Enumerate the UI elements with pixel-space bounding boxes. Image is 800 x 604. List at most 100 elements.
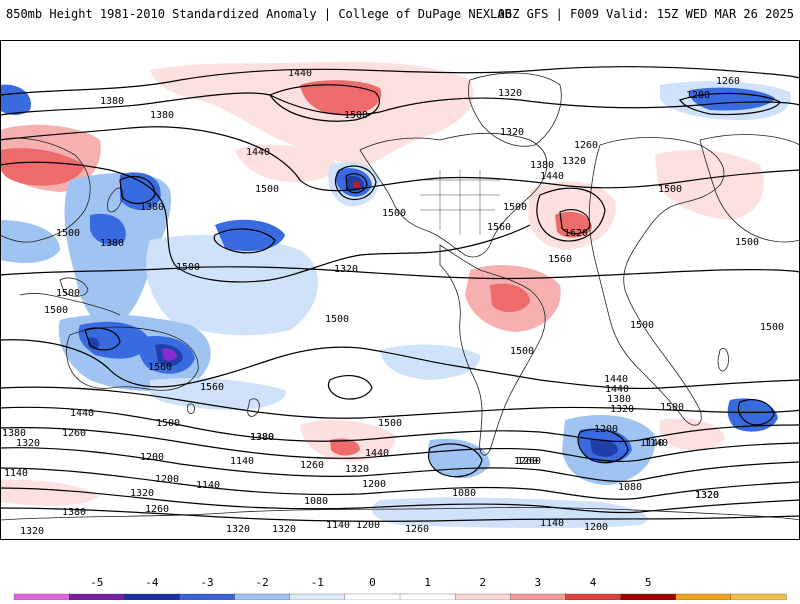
- contour-label: 1380: [100, 96, 124, 107]
- contour-line: [0, 266, 800, 280]
- contour-label: 1380: [530, 160, 554, 171]
- contour-label: 1080: [304, 496, 328, 507]
- anomaly-region: [655, 149, 764, 220]
- contour-label: 1500: [56, 288, 80, 299]
- contour-line: [0, 92, 800, 116]
- colorbar-tick-label: 1: [424, 576, 431, 589]
- contour-label: 1200: [686, 90, 710, 101]
- contour-label: 1320: [498, 88, 522, 99]
- contour-label: 1140: [326, 520, 350, 531]
- contour-label: 1200: [362, 479, 386, 490]
- colorbar-cell: [179, 593, 236, 601]
- contour-label: 1380: [607, 394, 631, 405]
- contour-line: [737, 399, 775, 426]
- contour-label: 1320: [500, 127, 524, 138]
- contour-label: 1560: [148, 362, 172, 373]
- anomaly-region: [380, 344, 481, 380]
- contour-label: 1380: [2, 428, 26, 439]
- colorbar-tick-label: 2: [479, 576, 486, 589]
- contour-label: 1320: [130, 488, 154, 499]
- anomaly-region: [689, 87, 775, 111]
- contour-label: 1500: [760, 322, 784, 333]
- contour-line: [427, 443, 483, 478]
- anomaly-region: [0, 479, 100, 506]
- contour-label: 1260: [300, 460, 324, 471]
- contour-label: 1260: [716, 76, 740, 87]
- contour-label: 1440: [288, 68, 312, 79]
- anomaly-region: [150, 61, 474, 170]
- state-borders: [420, 170, 500, 235]
- contour-label: 1440: [604, 374, 628, 385]
- contour-label: 1500: [156, 418, 180, 429]
- contour-label: 1440: [365, 448, 389, 459]
- contour-label: 1440: [246, 147, 270, 158]
- map-area: 1380 1380 1440 1500 1320 1260 1200 1260 …: [0, 40, 800, 540]
- contour-label: 1320: [16, 438, 40, 449]
- colorbar-svg: -5 -4 -3 -2 -1 0 1 2 3 4 5: [13, 576, 787, 601]
- contour-line: [0, 406, 800, 443]
- contour-label: 1200: [356, 520, 380, 531]
- colorbar-cell: [344, 593, 401, 601]
- contour-label: 1500: [503, 202, 527, 213]
- contour-label: 1620: [564, 228, 588, 239]
- contour-line: [269, 84, 380, 122]
- colorbar-cell: [399, 593, 456, 601]
- contour-label: 1200: [140, 452, 164, 463]
- colorbar-cell: [68, 593, 125, 601]
- chart-title: 850mb Height 1981-2010 Standardized Anom…: [6, 7, 512, 21]
- contour-label: 1260: [62, 428, 86, 439]
- contour-line: [0, 339, 800, 390]
- colorbar-cell: [454, 593, 511, 601]
- contour-label: 1500: [510, 346, 534, 357]
- anomaly-region: [215, 219, 285, 252]
- contour-label: 1140: [230, 456, 254, 467]
- contour-label: 1200: [594, 424, 618, 435]
- colorbar-cell: [675, 593, 732, 601]
- coastline: [59, 277, 89, 297]
- contour-label: 1500: [378, 418, 402, 429]
- contour-label: 1440: [605, 384, 629, 395]
- contour-label: 1380: [62, 507, 86, 518]
- anomaly-region: [0, 148, 85, 186]
- coastline: [717, 348, 729, 372]
- contour-label: 1080: [452, 488, 476, 499]
- contour-label: 1320: [695, 490, 719, 501]
- anomaly-region: [353, 181, 361, 189]
- anomaly-region: [150, 378, 286, 410]
- contour-label: 1320: [345, 464, 369, 475]
- contour-label: 1560: [548, 254, 572, 265]
- contour-label: 1380: [100, 238, 124, 249]
- contour-label: 1320: [272, 524, 296, 535]
- contour-label: 1380: [140, 202, 164, 213]
- contour-label: 1500: [735, 237, 759, 248]
- coastline: [0, 507, 800, 521]
- height-contours: [0, 66, 800, 522]
- contour-line: [0, 487, 800, 514]
- contour-line: [0, 507, 800, 522]
- contour-label: 1500: [176, 262, 200, 273]
- contour-label: 1320: [20, 526, 44, 537]
- contour-label: 1500: [325, 314, 349, 325]
- contour-line: [536, 187, 606, 242]
- anomaly-region: [659, 418, 725, 451]
- contour-line: [559, 209, 591, 235]
- contour-label: 1320: [334, 264, 358, 275]
- contour-label: 1260: [405, 524, 429, 535]
- coastline: [699, 134, 800, 243]
- contour-label: 1560: [487, 222, 511, 233]
- contour-label: 1560: [200, 382, 224, 393]
- anomaly-region: [0, 84, 31, 115]
- colorbar-cell: [565, 593, 622, 601]
- contour-label: 1440: [540, 171, 564, 182]
- contour-line: [84, 327, 121, 351]
- coastline: [66, 326, 199, 391]
- colorbar-tick-label: 5: [645, 576, 652, 589]
- contour-label: 1260: [574, 140, 598, 151]
- contour-line: [0, 386, 800, 419]
- anomaly-region: [490, 283, 530, 313]
- colorbar-cell: [289, 593, 346, 601]
- colorbar-tick-label: -3: [200, 576, 213, 589]
- contour-label: 1440: [70, 408, 94, 419]
- colorbar-cell: [620, 593, 677, 601]
- contour-line: [0, 447, 800, 483]
